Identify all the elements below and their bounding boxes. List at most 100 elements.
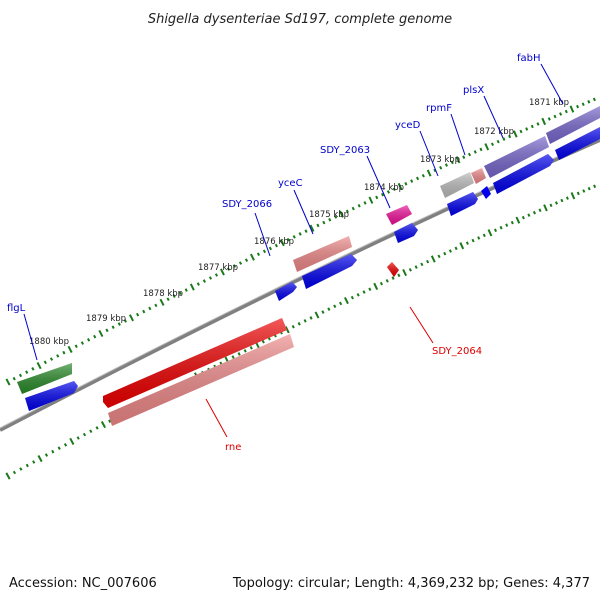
gene-yceC[interactable] — [293, 236, 352, 272]
tick-lower-minor — [89, 429, 93, 434]
label-leaders — [23, 63, 564, 438]
tick-upper-minor — [12, 376, 16, 381]
leader-plsX — [483, 95, 504, 139]
gene-flgL[interactable] — [17, 363, 72, 394]
gene-plsX[interactable] — [484, 136, 549, 178]
tick-lower-minor — [261, 339, 265, 344]
tick-upper-minor — [519, 129, 523, 134]
tick-lower-major — [430, 255, 436, 263]
tick-upper-minor — [380, 192, 385, 197]
label-SDY_2063: SDY_2063 — [320, 145, 370, 156]
tick-upper-minor — [202, 279, 206, 283]
tick-upper-major — [397, 182, 403, 191]
tick-upper-minor — [508, 134, 512, 139]
tick-upper-minor — [404, 182, 408, 186]
cds-fabH[interactable] — [555, 127, 600, 160]
tick-lower-minor — [243, 349, 247, 353]
tick-upper-major — [98, 329, 104, 338]
kbp-label-1875: 1875 kbp — [309, 210, 349, 220]
tick-lower-major — [284, 326, 290, 334]
kbp-label-1878: 1878 kbp — [143, 289, 183, 299]
tick-upper-minor — [581, 102, 585, 107]
tick-upper-minor — [587, 100, 591, 104]
tick-lower-minor — [397, 273, 401, 278]
gene-yceD[interactable] — [440, 172, 474, 198]
tick-lower-major — [100, 421, 106, 429]
tick-lower-minor — [587, 186, 591, 191]
tick-upper-minor — [256, 252, 261, 257]
tick-upper-minor — [386, 190, 391, 194]
cds-SDY_2066[interactable] — [275, 282, 297, 301]
cds-yceD[interactable] — [447, 192, 478, 216]
tick-upper-major — [484, 143, 490, 151]
kbp-label-1873: 1873 kbp — [420, 155, 460, 165]
tick-lower-minor — [297, 322, 301, 326]
gene-fabH[interactable] — [546, 106, 600, 144]
tick-upper-minor — [43, 360, 47, 365]
tick-upper-minor — [298, 232, 302, 236]
tick-lower-minor — [379, 281, 384, 286]
tick-upper-major — [36, 362, 42, 370]
cds-plsX[interactable] — [493, 154, 554, 194]
tick-lower-minor — [32, 460, 36, 464]
tick-upper-minor — [530, 124, 534, 129]
tick-lower-minor — [560, 198, 564, 203]
tick-upper-minor — [25, 370, 29, 374]
tick-lower-minor — [249, 346, 253, 350]
tick-lower-minor — [448, 249, 452, 253]
tick-lower-minor — [327, 307, 331, 311]
tick-lower-minor — [321, 310, 325, 314]
tick-upper-minor — [184, 288, 188, 292]
cds-yceC[interactable] — [302, 254, 357, 289]
tick-lower-minor — [420, 262, 424, 267]
accession-text: Accession: NC_007606 — [9, 576, 157, 591]
kbp-label-1879: 1879 kbp — [86, 314, 126, 324]
tick-upper-minor — [274, 243, 278, 248]
tick-upper-minor — [351, 206, 355, 211]
gene-SDY_2064[interactable] — [387, 262, 399, 277]
tick-upper-minor — [80, 341, 84, 345]
tick-lower-minor — [527, 213, 531, 217]
cds-flgL[interactable] — [25, 381, 78, 411]
kbp-label-1872: 1872 kbp — [474, 127, 514, 137]
tick-lower-major — [570, 192, 576, 200]
tick-lower-minor — [19, 467, 23, 471]
tick-upper-minor — [87, 338, 91, 342]
tick-upper-major — [279, 239, 285, 247]
gene-rpmF[interactable] — [471, 168, 486, 184]
tick-lower-major — [402, 268, 408, 277]
tick-upper-minor — [559, 112, 563, 116]
tick-lower-minor — [414, 265, 418, 269]
leader-yceC — [293, 189, 314, 235]
tick-lower-minor — [368, 287, 372, 292]
tick-upper-minor — [490, 142, 495, 147]
cds-rne[interactable] — [108, 334, 294, 426]
tick-upper-minor — [123, 319, 127, 323]
tick-lower-minor — [76, 436, 80, 440]
tick-upper-major — [5, 378, 11, 386]
cds-SDY_2063[interactable] — [394, 223, 418, 243]
tick-lower-minor — [465, 241, 469, 245]
tick-upper-major — [455, 156, 461, 164]
tick-upper-minor — [292, 235, 296, 239]
tick-upper-minor — [196, 282, 200, 286]
gene-SDY_2063[interactable] — [386, 205, 412, 225]
tick-lower-major — [5, 472, 11, 480]
tick-upper-minor — [148, 306, 152, 311]
label-SDY_2066: SDY_2066 — [222, 199, 272, 210]
tick-upper-minor — [226, 267, 231, 271]
tick-lower-major — [37, 455, 43, 463]
cds-rpmF[interactable] — [481, 186, 491, 199]
tick-upper-minor — [564, 109, 568, 114]
tick-lower-minor — [63, 443, 68, 447]
gene-rne[interactable] — [103, 318, 287, 408]
tick-upper-minor — [334, 215, 338, 219]
tick-lower-minor — [385, 279, 389, 283]
tick-lower-minor — [521, 215, 525, 220]
tick-lower-minor — [482, 233, 486, 238]
tick-upper-major — [339, 210, 344, 218]
tick-upper-major — [189, 283, 195, 291]
tick-lower-minor — [538, 208, 542, 213]
tick-lower-minor — [437, 254, 441, 259]
